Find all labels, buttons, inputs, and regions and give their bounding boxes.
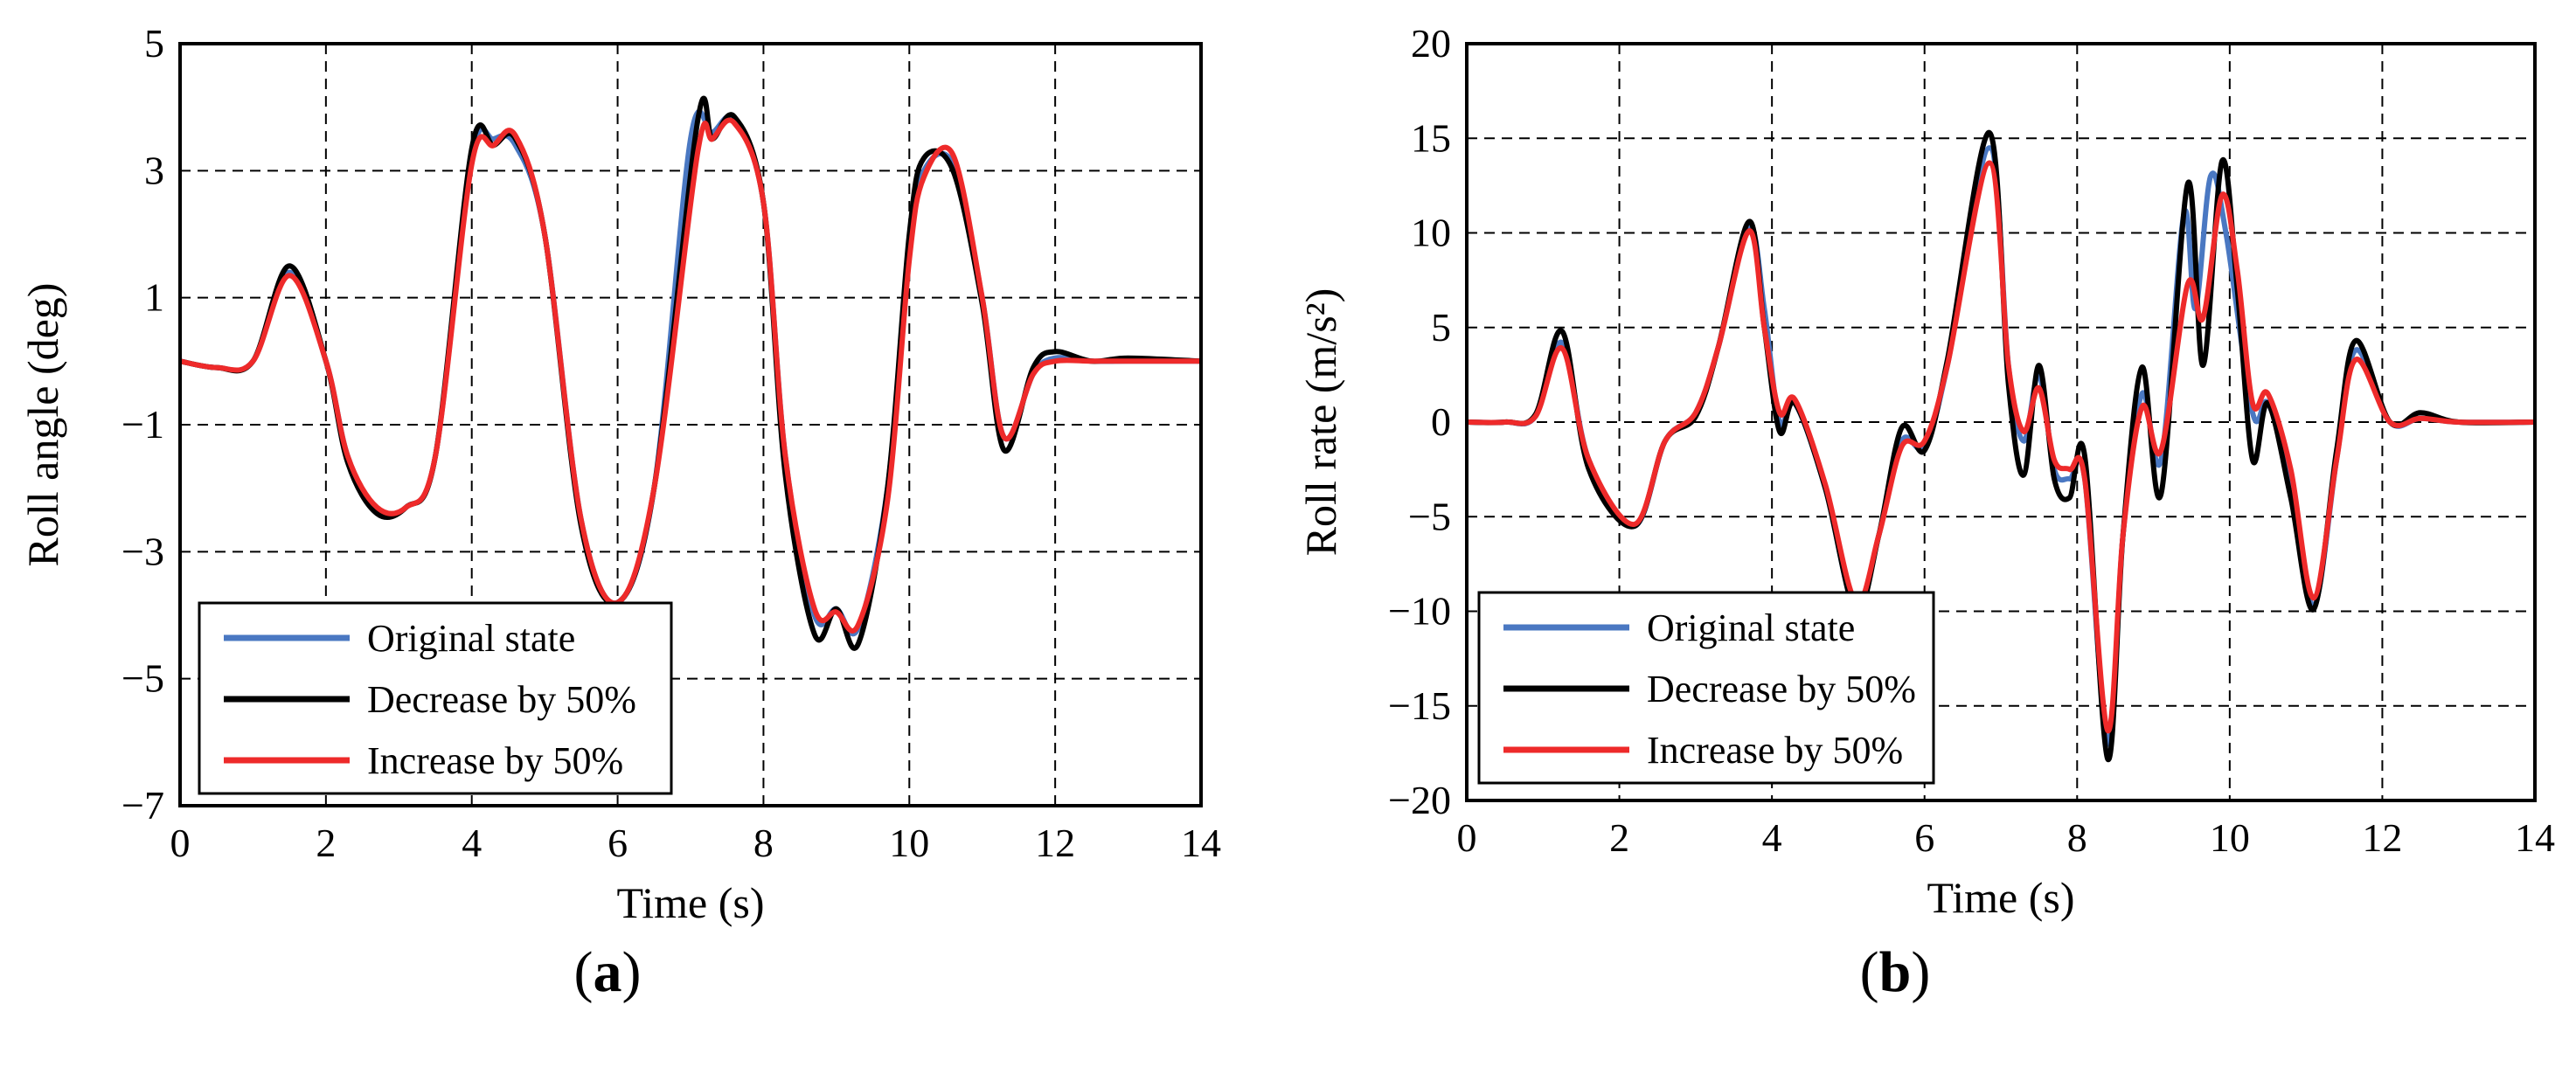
- plot-frame: [1465, 42, 2537, 802]
- series-line-decrease: [180, 95, 1201, 651]
- tick-labels-b: 0 2 4 6 8 10 12 14 −20 −15 −10 −5 0 5 10 15 20: [1388, 21, 2555, 860]
- y-tick-label: −5: [1408, 494, 1451, 538]
- x-tick-label: 6: [1914, 815, 1934, 860]
- panel-label-a: (a): [573, 940, 642, 1004]
- legend-entry: Original state: [367, 617, 575, 660]
- x-tick-label: 4: [1762, 815, 1782, 860]
- x-tick-label: 0: [1457, 815, 1477, 860]
- x-tick-label: 6: [608, 821, 628, 865]
- legend-entry: Increase by 50%: [367, 739, 623, 782]
- x-tick-label: 0: [170, 821, 191, 865]
- tick-labels-a: 0 2 4 6 8 10 12 14 −7 −5 −3 −1 1 3 5: [122, 21, 1221, 865]
- x-tick-label: 8: [753, 821, 774, 865]
- y-tick-label: −1: [122, 402, 164, 447]
- legend-entry: Decrease by 50%: [367, 678, 636, 721]
- series-line-increase: [180, 117, 1201, 634]
- x-axis-label: Time (s): [1927, 873, 2074, 922]
- y-tick-label: −5: [122, 656, 164, 701]
- series-group-b: [1467, 129, 2535, 762]
- legend-entry: Original state: [1647, 606, 1855, 649]
- x-tick-label: 14: [2515, 815, 2555, 860]
- y-tick-label: 1: [144, 275, 164, 320]
- y-tick-label: 0: [1431, 399, 1451, 444]
- plot-frame: [178, 42, 1203, 807]
- x-tick-label: 14: [1181, 821, 1221, 865]
- y-tick-label: −20: [1388, 778, 1451, 822]
- chart-b-roll-rate: 0 2 4 6 8 10 12 14 −20 −15 −10 −5 0 5 10 15 20 Time (s) Ro…: [1296, 21, 2555, 922]
- y-tick-label: −10: [1388, 589, 1451, 634]
- legend-entry: Decrease by 50%: [1647, 668, 1916, 710]
- legend-entry: Increase by 50%: [1647, 729, 1903, 772]
- y-axis-label: Roll rate (m/s²): [1296, 288, 1345, 557]
- x-tick-label: 12: [1035, 821, 1075, 865]
- y-tick-label: 20: [1411, 21, 1451, 66]
- y-tick-label: 10: [1411, 211, 1451, 255]
- x-tick-label: 10: [2210, 815, 2250, 860]
- series-group-a: [180, 95, 1201, 651]
- y-tick-label: 5: [144, 21, 164, 66]
- legend-a: Original state Decrease by 50% Increase by…: [198, 601, 673, 795]
- x-tick-label: 12: [2362, 815, 2402, 860]
- chart-a-roll-angle: 0 2 4 6 8 10 12 14 −7 −5 −3 −1 1 3 5 Time (s) Roll angle…: [18, 21, 1221, 927]
- x-tick-label: 2: [1609, 815, 1629, 860]
- x-tick-label: 8: [2067, 815, 2087, 860]
- x-tick-label: 10: [889, 821, 929, 865]
- y-tick-label: −3: [122, 529, 164, 573]
- x-axis-label: Time (s): [616, 878, 764, 927]
- x-tick-label: 4: [462, 821, 482, 865]
- y-tick-label: −15: [1388, 683, 1451, 728]
- legend-b: Original state Decrease by 50% Increase by…: [1477, 591, 1935, 785]
- series-line-increase: [1467, 160, 2535, 733]
- x-tick-label: 2: [316, 821, 336, 865]
- y-tick-label: 15: [1411, 115, 1451, 160]
- y-tick-label: 5: [1431, 305, 1451, 350]
- y-tick-label: −7: [122, 783, 164, 828]
- panel-label-b: (b): [1859, 940, 1931, 1004]
- y-axis-label: Roll angle (deg): [18, 283, 67, 567]
- y-tick-label: 3: [144, 148, 164, 192]
